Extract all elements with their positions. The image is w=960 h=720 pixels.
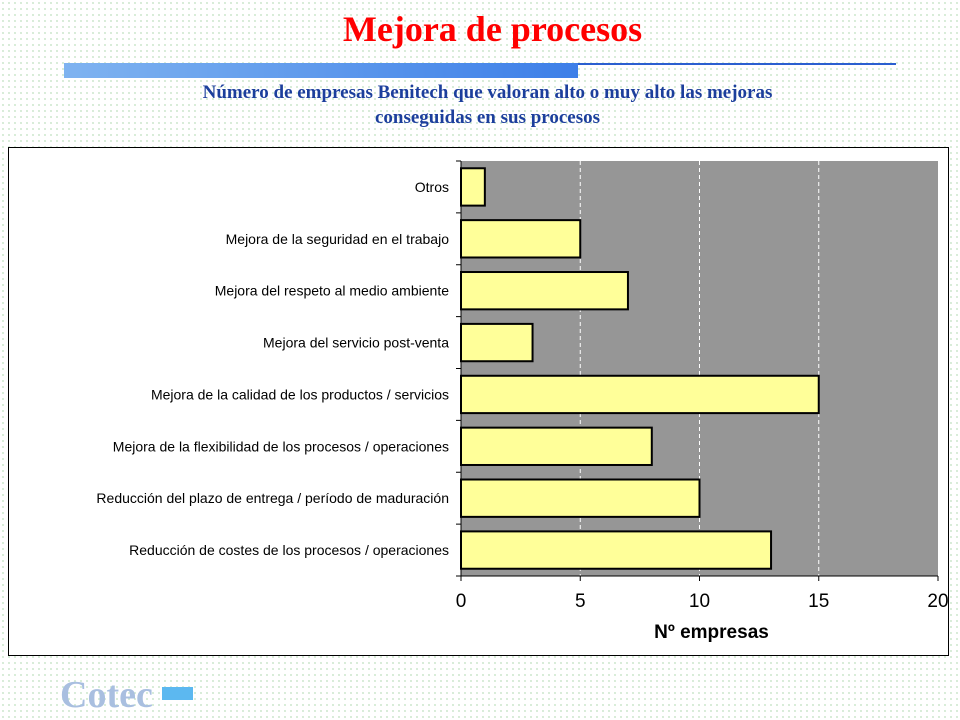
chart-area: Otros Mejora de la seguridad en el trabaj… xyxy=(8,147,949,656)
category-label-0: Otros xyxy=(415,179,449,195)
category-label-3: Mejora del servicio post-venta xyxy=(263,335,449,351)
category-label-1: Mejora de la seguridad en el trabajo xyxy=(226,231,450,247)
x-tick-label-0: 0 xyxy=(456,591,467,612)
title-underline-line xyxy=(578,63,896,65)
bar-6 xyxy=(460,478,701,518)
bar-1 xyxy=(460,219,582,259)
cotec-logo-mark xyxy=(162,687,193,700)
x-tick-label-3: 15 xyxy=(808,591,829,612)
bar-7 xyxy=(460,530,773,570)
x-axis-title: Nº empresas xyxy=(654,622,769,643)
subtitle-line-1: Número de empresas Benitech que valoran … xyxy=(202,82,773,103)
category-label-5: Mejora de la flexibilidad de los proceso… xyxy=(113,438,449,454)
bar-2 xyxy=(460,271,629,311)
subtitle-line-2: conseguidas en sus procesos xyxy=(374,107,601,128)
bar-3 xyxy=(460,322,534,363)
bar-0 xyxy=(460,167,486,207)
x-tick-label-1: 5 xyxy=(575,591,586,612)
category-label-6: Reducción del plazo de entrega / período… xyxy=(96,490,449,506)
slide-title: Mejora de procesos xyxy=(342,9,643,49)
slide-subtitle: Número de empresas Benitech que valoran … xyxy=(0,80,960,130)
category-label-4: Mejora de la calidad de los productos / … xyxy=(151,386,449,402)
category-label-7: Reducción de costes de los procesos / op… xyxy=(129,542,449,558)
bar-chart: Otros Mejora de la seguridad en el trabaj… xyxy=(96,160,948,643)
cotec-logo: Cotec xyxy=(60,674,153,716)
x-tick-label-4: 20 xyxy=(927,591,948,612)
title-underline-fill xyxy=(64,63,578,78)
bar-4 xyxy=(460,374,820,415)
x-tick-label-2: 10 xyxy=(689,591,710,612)
title-underline-bar xyxy=(64,63,896,79)
category-label-2: Mejora del respeto al medio ambiente xyxy=(215,283,449,299)
bar-5 xyxy=(460,426,653,466)
